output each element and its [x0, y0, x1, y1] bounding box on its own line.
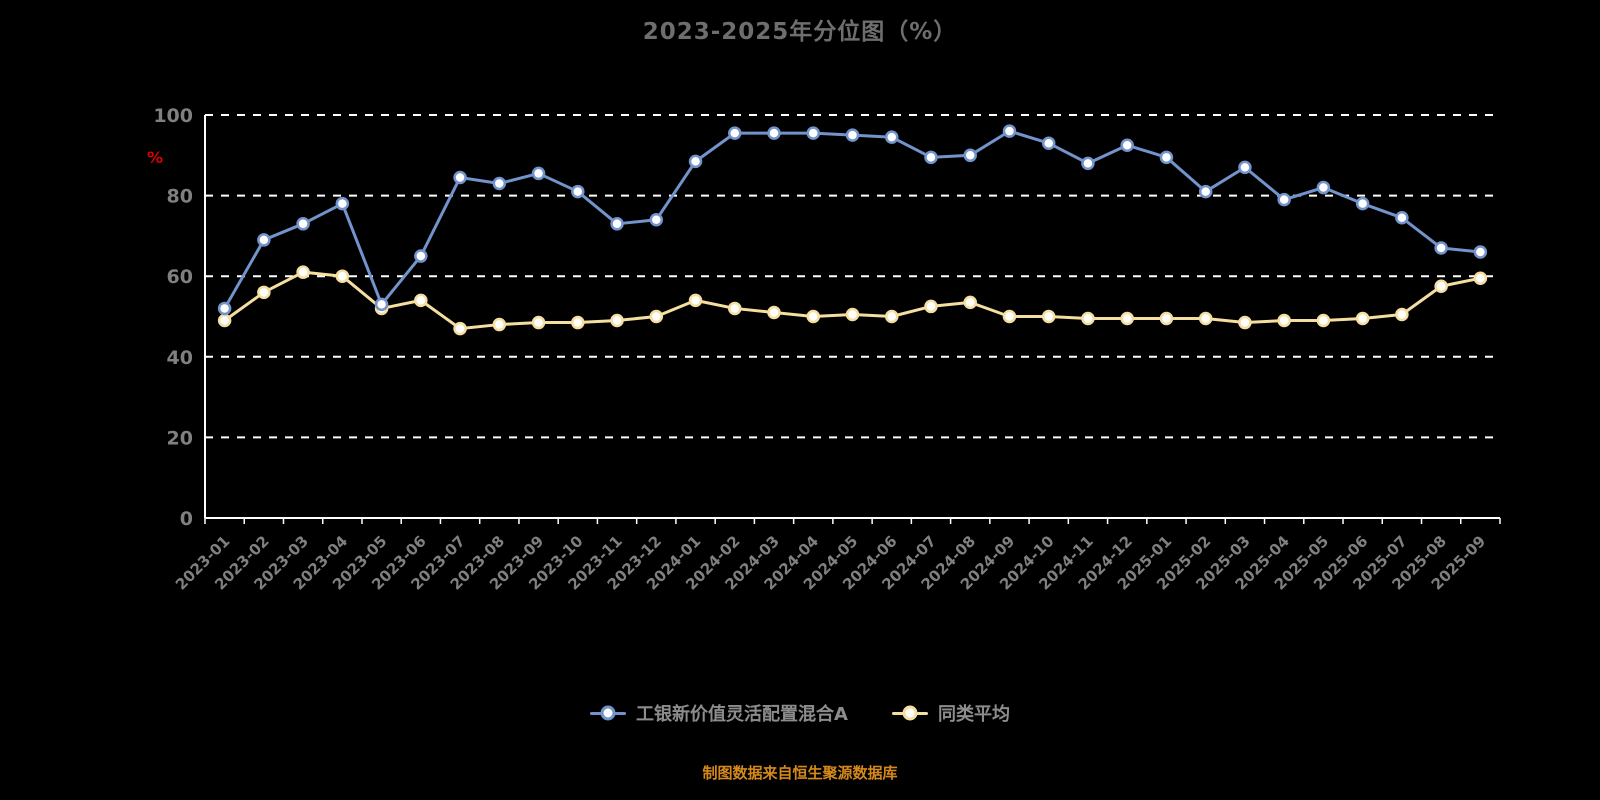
data-point-marker — [688, 154, 703, 169]
peer-series-marker-icon — [891, 705, 928, 721]
data-point-marker — [1395, 211, 1409, 225]
data-point-marker — [1355, 311, 1370, 326]
data-point-marker — [1473, 271, 1488, 285]
data-point-marker — [492, 176, 507, 191]
data-point-marker — [414, 293, 428, 308]
data-point-marker — [453, 170, 467, 185]
data-point-marker — [767, 126, 781, 140]
data-point-marker — [296, 265, 310, 279]
data-point-marker — [414, 249, 428, 263]
data-point-marker — [1159, 150, 1174, 165]
data-point-marker — [1041, 136, 1056, 150]
svg-text:100: 100 — [153, 105, 193, 127]
data-point-marker — [1434, 279, 1448, 294]
data-point-marker — [1238, 315, 1252, 330]
data-point-marker — [1316, 313, 1331, 328]
data-point-marker — [1395, 307, 1409, 322]
legend: 工银新价值灵活配置混合A 同类平均 — [0, 700, 1600, 726]
data-point-marker — [728, 301, 742, 316]
series-fund — [217, 124, 1488, 316]
data-point-marker — [610, 313, 624, 328]
data-point-marker — [806, 126, 821, 140]
legend-item-fund[interactable]: 工银新价值灵活配置混合A — [590, 700, 848, 726]
svg-text:80: 80 — [167, 186, 193, 208]
legend-label-fund: 工银新价值灵活配置混合A — [636, 704, 848, 725]
data-point-marker — [1277, 313, 1291, 328]
data-point-marker — [374, 297, 389, 312]
y-axis-unit-label: % — [147, 148, 163, 167]
data-point-marker — [335, 196, 350, 211]
data-point-marker — [1355, 196, 1370, 211]
data-point-marker — [257, 233, 271, 247]
data-point-marker — [571, 184, 585, 199]
fund-series-marker-icon — [590, 705, 627, 721]
legend-item-peer-average[interactable]: 同类平均 — [891, 700, 1010, 726]
data-point-marker — [884, 309, 899, 324]
data-point-marker — [531, 166, 546, 181]
data-point-marker — [688, 293, 703, 308]
data-point-marker — [1081, 156, 1095, 171]
data-point-marker — [1198, 311, 1213, 326]
data-point-marker — [963, 295, 977, 310]
data-point-marker — [453, 321, 467, 336]
data-point-marker — [1316, 180, 1331, 195]
data-point-marker — [1198, 184, 1213, 199]
x-axis-labels: 2023-012023-022023-032023-042023-052023-… — [172, 532, 1489, 593]
legend-label-peer-average: 同类平均 — [937, 704, 1010, 725]
data-point-marker — [1238, 160, 1252, 175]
data-point-marker — [1041, 309, 1056, 324]
svg-text:0: 0 — [180, 508, 193, 530]
gridlines — [205, 114, 1500, 439]
data-point-marker — [845, 307, 860, 322]
data-point-marker — [257, 285, 271, 300]
y-axis-labels: 0 20 40 60 80 100 — [153, 105, 193, 530]
data-point-marker — [1002, 124, 1017, 138]
series-peer-average — [217, 265, 1488, 336]
svg-text:20: 20 — [167, 427, 193, 449]
data-source-note: 制图数据来自恒生聚源数据库 — [702, 764, 898, 782]
percentile-line-chart: 0 20 40 60 80 100% 2023-012023-022023-032023-0… — [147, 105, 1501, 594]
data-point-marker — [649, 213, 664, 227]
data-point-marker — [217, 313, 232, 328]
data-point-marker — [767, 305, 781, 320]
data-point-marker — [806, 309, 821, 324]
data-point-marker — [924, 299, 938, 314]
data-point-marker — [610, 217, 624, 231]
data-point-marker — [492, 317, 507, 332]
data-point-marker — [296, 217, 310, 231]
data-point-marker — [649, 309, 664, 324]
data-point-marker — [845, 128, 860, 142]
svg-text:40: 40 — [167, 347, 193, 369]
data-point-marker — [884, 130, 899, 144]
data-point-marker — [1277, 192, 1291, 207]
svg-text:60: 60 — [167, 266, 193, 288]
data-point-marker — [1081, 311, 1095, 326]
data-point-marker — [1159, 311, 1174, 326]
data-point-marker — [728, 126, 742, 140]
data-point-marker — [1120, 311, 1134, 326]
data-point-marker — [571, 315, 585, 330]
data-point-marker — [924, 150, 938, 165]
chart-title: 2023-2025年分位图（%） — [642, 19, 958, 45]
data-point-marker — [1120, 138, 1134, 152]
axes — [204, 115, 1501, 524]
data-point-marker — [1434, 241, 1448, 255]
data-point-marker — [217, 301, 232, 316]
data-point-marker — [335, 269, 350, 283]
data-point-marker — [963, 148, 977, 163]
data-point-marker — [1473, 245, 1488, 259]
data-point-marker — [531, 315, 546, 330]
data-point-marker — [1002, 309, 1017, 324]
